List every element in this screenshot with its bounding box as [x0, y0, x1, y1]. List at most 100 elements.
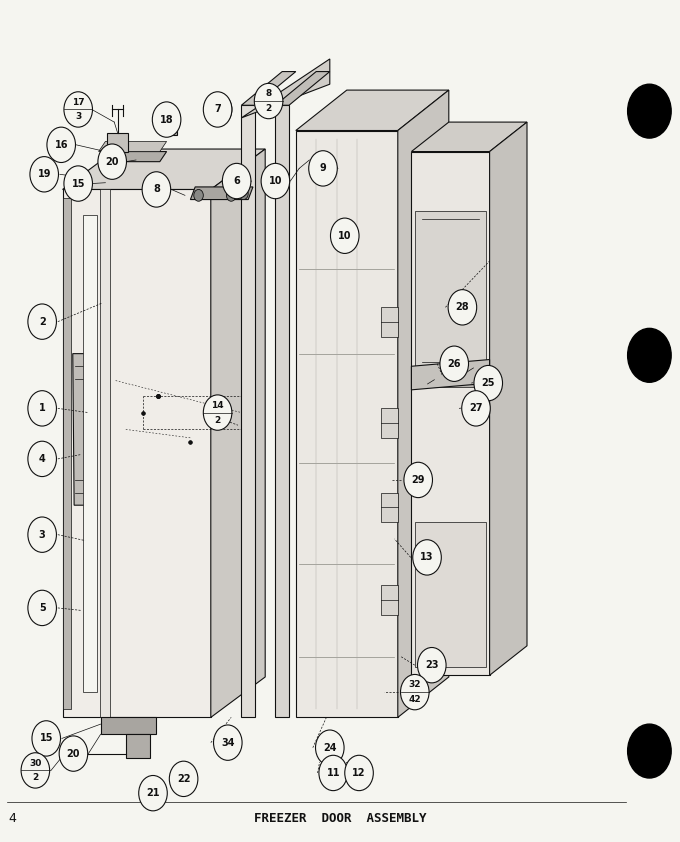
Polygon shape — [83, 215, 97, 692]
Polygon shape — [381, 493, 398, 522]
Polygon shape — [100, 189, 110, 717]
Circle shape — [59, 736, 88, 771]
Polygon shape — [63, 189, 211, 717]
Text: 32: 32 — [409, 680, 421, 690]
Polygon shape — [101, 717, 156, 734]
Polygon shape — [415, 210, 486, 370]
Polygon shape — [411, 152, 490, 675]
Text: 25: 25 — [481, 378, 495, 388]
Text: 5: 5 — [39, 603, 46, 613]
Circle shape — [169, 761, 198, 797]
Polygon shape — [73, 354, 86, 505]
Text: 7: 7 — [214, 104, 221, 115]
Text: 15: 15 — [39, 733, 53, 743]
Circle shape — [474, 365, 503, 401]
Circle shape — [214, 725, 242, 760]
Text: 23: 23 — [425, 660, 439, 670]
Polygon shape — [411, 122, 527, 152]
Circle shape — [194, 189, 203, 201]
Text: 4: 4 — [39, 454, 46, 464]
Circle shape — [28, 590, 56, 626]
Circle shape — [226, 189, 236, 201]
Circle shape — [64, 92, 92, 127]
Circle shape — [462, 391, 490, 426]
Text: 11: 11 — [326, 768, 340, 778]
Circle shape — [448, 290, 477, 325]
Polygon shape — [241, 72, 296, 105]
Circle shape — [28, 391, 56, 426]
Text: 1: 1 — [39, 403, 46, 413]
Circle shape — [152, 102, 181, 137]
Circle shape — [203, 395, 232, 430]
Circle shape — [142, 172, 171, 207]
Circle shape — [28, 441, 56, 477]
Text: 6: 6 — [233, 176, 240, 186]
Text: 30: 30 — [29, 759, 41, 768]
Circle shape — [316, 730, 344, 765]
Text: 3: 3 — [75, 112, 82, 121]
Circle shape — [203, 92, 232, 127]
Text: 29: 29 — [411, 475, 425, 485]
Text: 34: 34 — [221, 738, 235, 748]
Text: 20: 20 — [105, 157, 119, 167]
Text: 12: 12 — [352, 768, 366, 778]
Text: 18: 18 — [160, 115, 173, 125]
Text: 8: 8 — [265, 89, 272, 99]
Text: 19: 19 — [37, 169, 51, 179]
Polygon shape — [211, 149, 265, 717]
Circle shape — [30, 157, 58, 192]
Polygon shape — [296, 131, 398, 717]
Text: 14: 14 — [211, 401, 224, 410]
Circle shape — [28, 517, 56, 552]
Polygon shape — [415, 522, 486, 667]
Circle shape — [404, 462, 432, 498]
Circle shape — [213, 101, 226, 118]
Text: 3: 3 — [39, 530, 46, 540]
Text: 26: 26 — [447, 359, 461, 369]
Text: 20: 20 — [67, 749, 80, 759]
Polygon shape — [167, 128, 177, 135]
Circle shape — [628, 724, 671, 778]
Polygon shape — [381, 408, 398, 438]
Polygon shape — [107, 133, 128, 152]
Polygon shape — [241, 59, 330, 118]
Polygon shape — [381, 585, 398, 615]
Polygon shape — [63, 198, 71, 709]
Polygon shape — [126, 734, 150, 758]
Polygon shape — [275, 72, 330, 105]
Circle shape — [222, 163, 251, 199]
Text: 22: 22 — [177, 774, 190, 784]
Polygon shape — [99, 152, 167, 162]
Polygon shape — [411, 375, 490, 387]
Text: 2: 2 — [39, 317, 46, 327]
Circle shape — [418, 647, 446, 683]
Text: 8: 8 — [153, 184, 160, 195]
Polygon shape — [476, 400, 488, 410]
Circle shape — [628, 84, 671, 138]
Text: 10: 10 — [269, 176, 282, 186]
Circle shape — [32, 721, 61, 756]
Circle shape — [345, 755, 373, 791]
Circle shape — [319, 755, 347, 791]
Text: 24: 24 — [323, 743, 337, 753]
Circle shape — [261, 163, 290, 199]
Circle shape — [440, 346, 469, 381]
Circle shape — [139, 775, 167, 811]
Text: 2: 2 — [214, 415, 221, 424]
Text: 15: 15 — [71, 179, 85, 189]
Polygon shape — [190, 187, 253, 200]
Text: 17: 17 — [72, 98, 84, 107]
Text: 27: 27 — [469, 403, 483, 413]
Text: 13: 13 — [420, 552, 434, 562]
Circle shape — [413, 540, 441, 575]
Circle shape — [64, 166, 92, 201]
Circle shape — [254, 83, 283, 119]
Circle shape — [330, 218, 359, 253]
Text: 9: 9 — [320, 163, 326, 173]
Text: 28: 28 — [456, 302, 469, 312]
Circle shape — [28, 304, 56, 339]
Text: FREEZER  DOOR  ASSEMBLY: FREEZER DOOR ASSEMBLY — [254, 812, 426, 825]
Circle shape — [98, 144, 126, 179]
Text: 16: 16 — [54, 140, 68, 150]
Polygon shape — [381, 307, 398, 337]
